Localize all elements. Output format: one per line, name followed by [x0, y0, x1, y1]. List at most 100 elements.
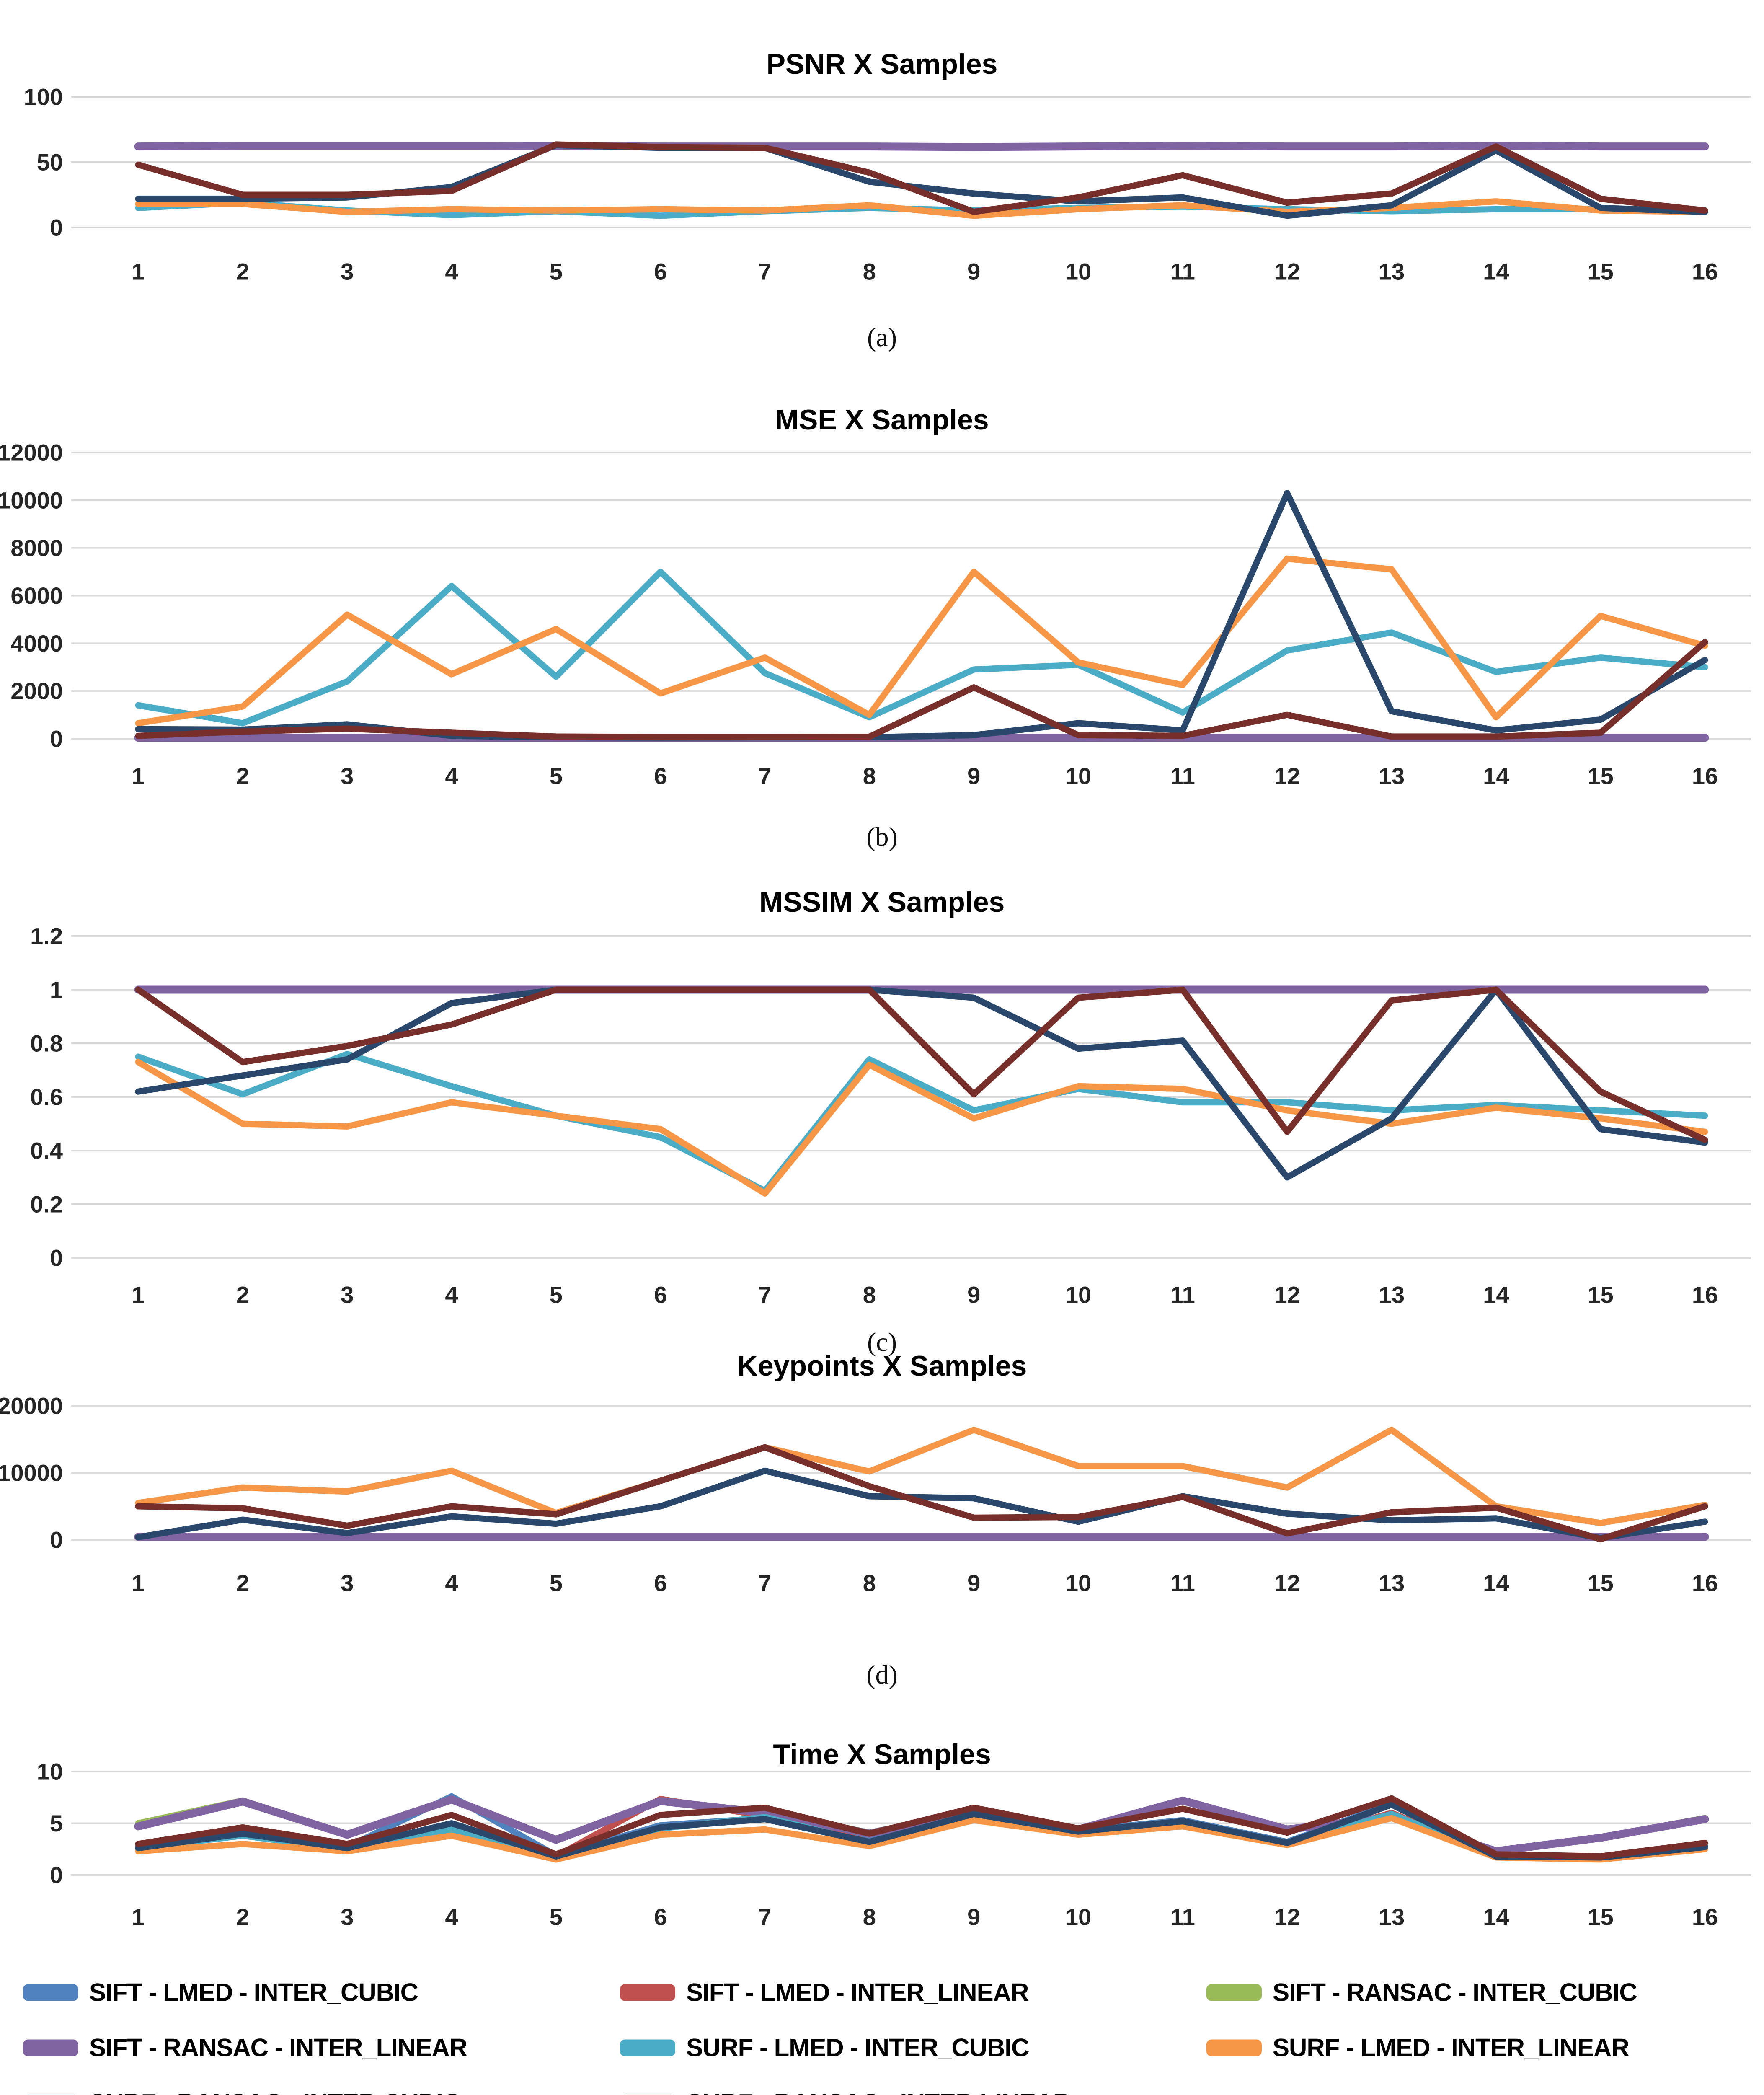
chart-b-line-surf-lmed-inter-linear	[135, 555, 1708, 727]
chart-b-xtick: 7	[758, 763, 771, 789]
chart-d-xtick: 14	[1483, 1570, 1509, 1596]
chart-e-xtick: 14	[1483, 1904, 1509, 1930]
chart-d-ytick: 0	[50, 1527, 63, 1553]
chart-b-xtick: 9	[967, 763, 980, 789]
chart-d-xtick: 15	[1588, 1570, 1614, 1596]
chart-a-xtick: 10	[1065, 259, 1091, 285]
chart-e-xtick: 10	[1065, 1904, 1091, 1930]
sub-label-c: (c)	[867, 1327, 897, 1357]
chart-b-xtick: 6	[654, 763, 667, 789]
chart-c-xtick: 14	[1483, 1282, 1509, 1308]
chart-psnr-title: PSNR X Samples	[766, 48, 998, 80]
chart-d-xtick: 8	[863, 1570, 876, 1596]
chart-a-xtick: 15	[1588, 259, 1614, 285]
chart-c-xtick: 16	[1692, 1282, 1718, 1308]
chart-c-ytick: 0.4	[30, 1138, 63, 1164]
chart-mse-title: MSE X Samples	[775, 404, 989, 436]
chart-a-xtick: 14	[1483, 259, 1509, 285]
chart-c-ytick: 1	[50, 977, 63, 1003]
chart-c-xtick: 6	[654, 1282, 667, 1308]
chart-a-xtick: 4	[445, 259, 458, 285]
chart-a-ytick: 0	[50, 215, 63, 241]
chart-b-xtick: 12	[1274, 763, 1300, 789]
chart-b-xtick: 3	[341, 763, 354, 789]
chart-e-line-surf-ransac-inter-cubic	[135, 1801, 1708, 1861]
chart-b-ytick: 4000	[10, 630, 63, 657]
chart-a-line-surf-ransac-inter-linear	[135, 141, 1708, 215]
chart-b-line-surf-ransac-inter-linear	[135, 639, 1708, 740]
chart-a-ytick: 100	[24, 84, 63, 110]
chart-e-line-surf-ransac-inter-linear	[135, 1795, 1708, 1860]
chart-b-xtick: 2	[236, 763, 249, 789]
chart-c-xtick: 4	[445, 1282, 458, 1308]
chart-c-xtick: 2	[236, 1282, 249, 1308]
chart-d-line-surf-ransac-inter-linear	[135, 1444, 1708, 1542]
chart-b-xtick: 1	[132, 763, 145, 789]
chart-a-xtick: 16	[1692, 259, 1718, 285]
chart-a-xtick: 9	[967, 259, 980, 285]
chart-e-xtick: 15	[1588, 1904, 1614, 1930]
chart-e-ytick: 5	[50, 1810, 63, 1836]
chart-d-xtick: 3	[341, 1570, 354, 1596]
chart-keypoints-title: Keypoints X Samples	[737, 1350, 1027, 1382]
chart-a-xtick: 6	[654, 259, 667, 285]
chart-c-line-surf-ransac-inter-cubic	[135, 986, 1708, 1181]
chart-e-xtick: 4	[445, 1904, 458, 1930]
chart-a-ytick: 50	[37, 149, 63, 176]
chart-a-xtick: 8	[863, 259, 876, 285]
chart-d-line-surf-lmed-inter-linear	[135, 1427, 1708, 1526]
chart-c-xtick: 10	[1065, 1282, 1091, 1308]
chart-c-ytick: 1.2	[30, 923, 63, 949]
chart-c-line-surf-lmed-inter-cubic	[135, 1051, 1708, 1194]
chart-e-xtick: 3	[341, 1904, 354, 1930]
chart-c-xtick: 12	[1274, 1282, 1300, 1308]
sub-label-d: (d)	[866, 1660, 898, 1689]
chart-e-ytick: 10	[37, 1759, 63, 1785]
chart-e-xtick: 1	[132, 1904, 145, 1930]
chart-d-line-surf-ransac-inter-cubic	[135, 1467, 1708, 1542]
chart-b-xtick: 11	[1170, 763, 1195, 789]
chart-d-xtick: 6	[654, 1570, 667, 1596]
chart-e-xtick: 2	[236, 1904, 249, 1930]
chart-d-xtick: 13	[1379, 1570, 1405, 1596]
chart-a-xtick: 7	[758, 259, 771, 285]
chart-d-ytick: 10000	[0, 1460, 63, 1486]
chart-b-xtick: 4	[445, 763, 458, 789]
chart-c-ytick: 0	[50, 1245, 63, 1271]
chart-d-ytick: 20000	[0, 1393, 63, 1419]
chart-e-xtick: 9	[967, 1904, 980, 1930]
chart-c-xtick: 7	[758, 1282, 771, 1308]
chart-a-xtick: 12	[1274, 259, 1300, 285]
chart-c-xtick: 13	[1379, 1282, 1405, 1308]
chart-e-xtick: 13	[1379, 1904, 1405, 1930]
chart-e-xtick: 16	[1692, 1904, 1718, 1930]
chart-d-xtick: 1	[132, 1570, 145, 1596]
chart-a-xtick: 2	[236, 259, 249, 285]
chart-b-line-surf-ransac-inter-cubic	[135, 490, 1708, 741]
chart-d-xtick: 11	[1170, 1570, 1195, 1596]
chart-b-line-surf-lmed-inter-cubic	[135, 569, 1708, 727]
chart-e-xtick: 5	[550, 1904, 563, 1930]
chart-e-xtick: 12	[1274, 1904, 1300, 1930]
chart-c-xtick: 15	[1588, 1282, 1614, 1308]
chart-d-xtick: 16	[1692, 1570, 1718, 1596]
chart-b-ytick: 0	[50, 726, 63, 752]
chart-b-xtick: 5	[550, 763, 563, 789]
chart-b-xtick: 15	[1588, 763, 1614, 789]
chart-c-ytick: 0.2	[30, 1191, 63, 1218]
chart-a-xtick: 1	[132, 259, 145, 285]
chart-b-xtick: 8	[863, 763, 876, 789]
chart-b-ytick: 2000	[10, 678, 63, 704]
chart-c-xtick: 9	[967, 1282, 980, 1308]
chart-a-xtick: 3	[341, 259, 354, 285]
chart-c: 00.20.40.60.811.21 2 3 4 5 6 7 8 9 10 11 12 13 14 15 16	[30, 923, 1751, 1308]
chart-d-xtick: 9	[967, 1570, 980, 1596]
chart-a-xtick: 13	[1379, 259, 1405, 285]
chart-c-xtick: 1	[132, 1282, 145, 1308]
